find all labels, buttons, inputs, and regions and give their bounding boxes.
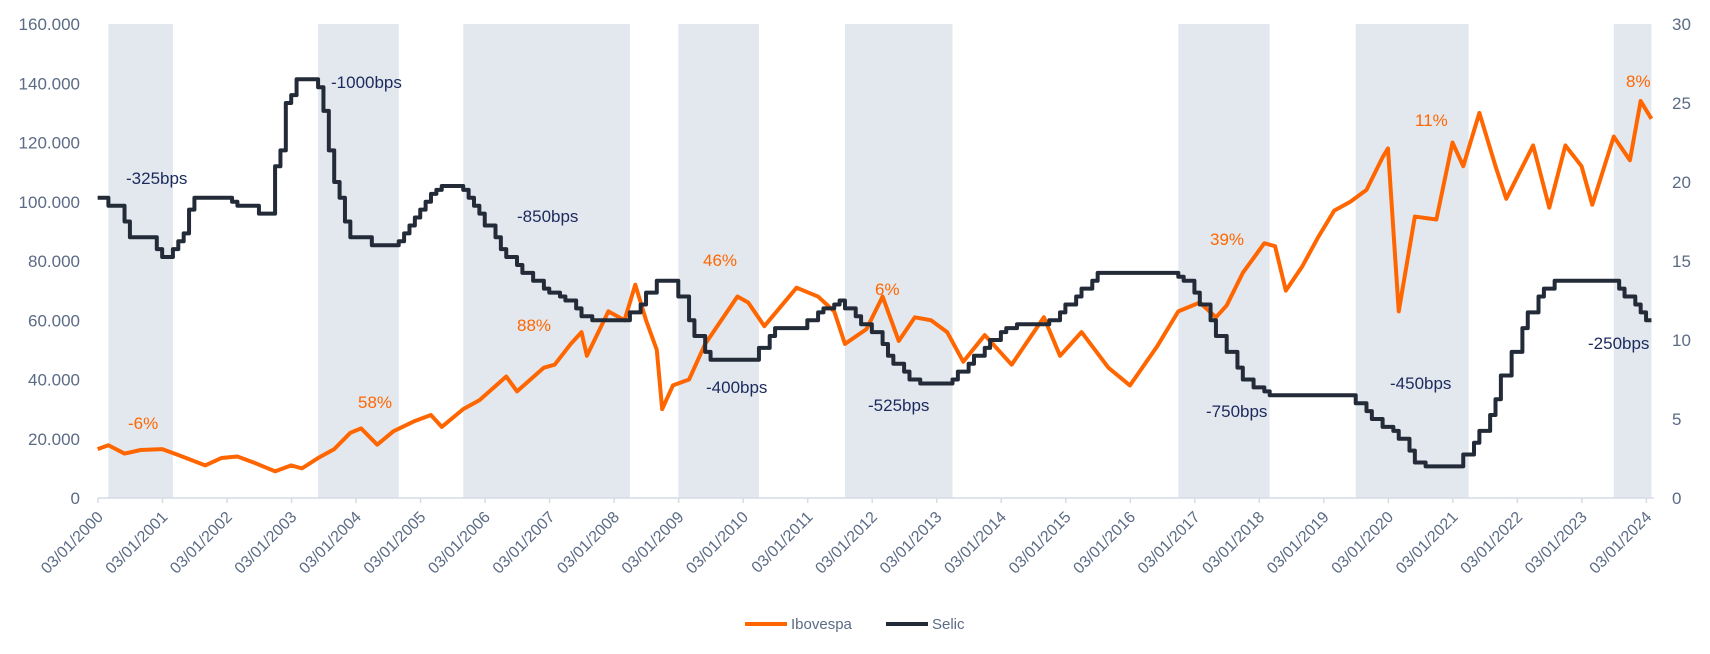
annotation-label: 11% [1415, 111, 1448, 130]
left-tick-label: 20.000 [28, 430, 80, 449]
annotation-label: -450bps [1390, 374, 1451, 393]
legend-label-ibovespa: Ibovespa [791, 616, 853, 633]
right-tick-label: 15 [1672, 252, 1691, 271]
annotation-label: -750bps [1206, 402, 1267, 421]
annotation-label: 58% [358, 393, 392, 412]
annotation-label: 46% [703, 251, 737, 270]
legend: Ibovespa Selic [745, 616, 965, 633]
shaded-period [108, 24, 173, 498]
series-line-ibovespa [96, 99, 1654, 474]
right-tick-label: 25 [1672, 94, 1691, 113]
x-tick-label: 03/01/2003 [232, 509, 301, 578]
annotation-label: -525bps [868, 396, 929, 415]
right-tick-label: 20 [1672, 173, 1691, 192]
shaded-period [1178, 24, 1270, 498]
annotation-label: 39% [1210, 230, 1244, 249]
shaded-period [1355, 24, 1469, 498]
x-tick-label: 03/01/2020 [1329, 509, 1398, 578]
annotation-label: -6% [128, 414, 158, 433]
left-tick-label: 60.000 [28, 311, 80, 330]
x-tick-label: 03/01/2014 [941, 509, 1010, 578]
left-tick-label: 0 [71, 489, 80, 508]
legend-label-selic: Selic [932, 616, 965, 633]
annotation-label: -325bps [126, 169, 187, 188]
x-tick-label: 03/01/2019 [1264, 509, 1333, 578]
x-tick-label: 03/01/2001 [103, 509, 172, 578]
x-tick-label: 03/01/2005 [361, 509, 430, 578]
left-tick-label: 140.000 [19, 74, 80, 93]
x-tick-label: 03/01/2018 [1199, 509, 1268, 578]
left-tick-label: 120.000 [19, 134, 80, 153]
left-tick-label: 40.000 [28, 371, 80, 390]
shaded-period [1613, 24, 1652, 498]
series-lines [96, 77, 1654, 474]
x-tick-label: 03/01/2010 [683, 509, 752, 578]
annotation-label: -1000bps [331, 73, 402, 92]
x-tick-label: 03/01/2011 [749, 509, 817, 577]
x-tick-label: 03/01/2012 [812, 509, 881, 578]
x-tick-label: 03/01/2022 [1458, 509, 1527, 578]
left-tick-label: 100.000 [19, 193, 80, 212]
x-tick-label: 03/01/2021 [1393, 509, 1462, 578]
annotation-label: 6% [875, 280, 900, 299]
right-tick-label: 10 [1672, 331, 1691, 350]
left-tick-label: 80.000 [28, 252, 80, 271]
shaded-periods [108, 24, 1652, 498]
x-tick-label: 03/01/2024 [1587, 509, 1656, 578]
right-tick-label: 0 [1672, 489, 1681, 508]
x-tick-label: 03/01/2002 [167, 509, 236, 578]
x-tick-label: 03/01/2008 [554, 509, 623, 578]
x-tick-label: 03/01/2000 [38, 509, 107, 578]
right-tick-label: 5 [1672, 410, 1681, 429]
right-tick-label: 30 [1672, 15, 1691, 34]
annotation-label: -250bps [1588, 334, 1649, 353]
x-tick-label: 03/01/2009 [619, 509, 688, 578]
x-tick-label: 03/01/2023 [1522, 509, 1591, 578]
x-tick-label: 03/01/2017 [1135, 509, 1204, 578]
x-tick-label: 03/01/2007 [490, 509, 559, 578]
x-tick-label: 03/01/2006 [425, 509, 494, 578]
x-tick-label: 03/01/2016 [1070, 509, 1139, 578]
shaded-period [318, 24, 399, 498]
shaded-period [678, 24, 759, 498]
x-tick-label: 03/01/2015 [1006, 509, 1075, 578]
shaded-period [844, 24, 953, 498]
annotations: -6% 58% 88% 46% 6% 39% 11% 8% -325bps -1000bps -85… [126, 72, 1651, 433]
shaded-period [463, 24, 630, 498]
annotation-label: 88% [517, 316, 551, 335]
x-tick-label: 03/01/2013 [877, 509, 946, 578]
series-line-selic [97, 77, 1652, 469]
x-tick-label: 03/01/2004 [296, 509, 365, 578]
annotation-label: 8% [1626, 72, 1651, 91]
annotation-label: -850bps [517, 207, 578, 226]
annotation-label: -400bps [706, 378, 767, 397]
left-tick-label: 160.000 [19, 15, 80, 34]
